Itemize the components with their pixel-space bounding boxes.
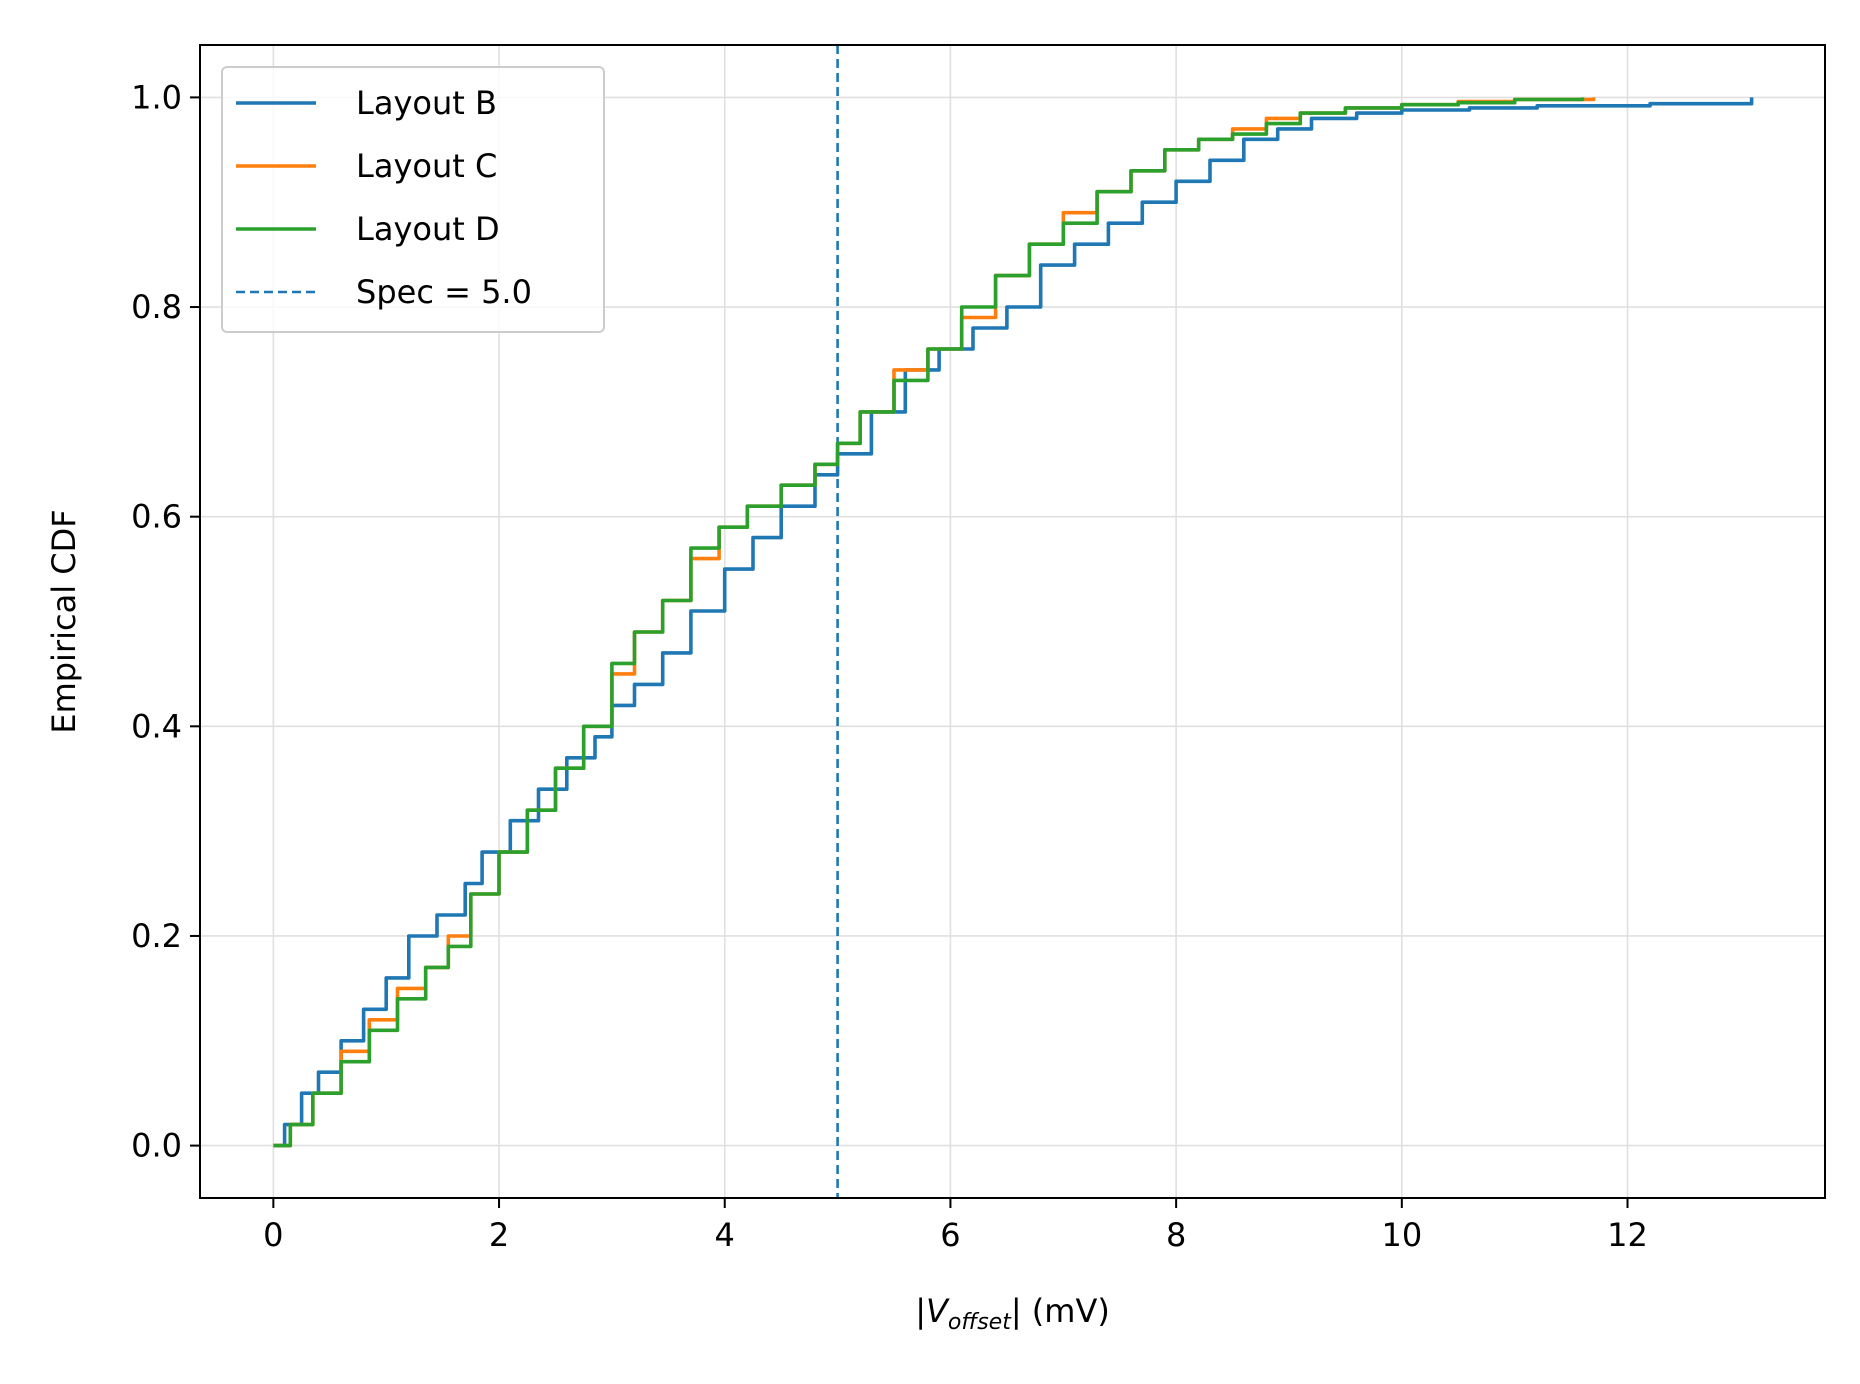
x-tick-label: 2	[489, 1216, 509, 1254]
legend-items: Layout B Layout C Layout D Spec = 5.0	[236, 84, 532, 311]
x-axis-label-prefix: |	[915, 1292, 926, 1330]
y-tick-label: 1.0	[131, 78, 182, 116]
legend-label: Layout B	[356, 84, 497, 122]
x-tick-label: 8	[1166, 1216, 1186, 1254]
y-tick-label: 0.8	[131, 288, 182, 326]
series-line-3	[273, 97, 1585, 1148]
x-axis-label-variable: V	[926, 1292, 950, 1330]
y-tick-label: 0.6	[131, 498, 182, 536]
series-layer	[273, 97, 1754, 1148]
legend-label: Spec = 5.0	[356, 273, 532, 311]
x-tick-label: 12	[1607, 1216, 1648, 1254]
y-axis-ticks: 0.0 0.2 0.4 0.6 0.8 1.0	[131, 78, 200, 1165]
legend-label: Layout D	[356, 210, 500, 248]
y-tick-label: 0.4	[131, 707, 182, 745]
x-axis-label: |Voffset| (mV)	[915, 1292, 1110, 1335]
x-tick-label: 6	[940, 1216, 960, 1254]
x-tick-label: 0	[263, 1216, 283, 1254]
legend: Layout B Layout C Layout D Spec = 5.0	[221, 66, 605, 333]
legend-label: Layout C	[356, 147, 497, 185]
y-tick-label: 0.2	[131, 917, 182, 955]
x-axis-label-suffix: | (mV)	[1011, 1292, 1110, 1330]
y-tick-label: 0.0	[131, 1127, 182, 1165]
x-axis-ticks: 0 2 4 6 8 10 12	[263, 1198, 1648, 1254]
legend-frame	[221, 66, 605, 333]
x-tick-label: 10	[1381, 1216, 1422, 1254]
plot-frame	[199, 44, 1826, 1199]
x-axis-label-subscript: offset	[948, 1310, 1012, 1335]
y-axis-label: Empirical CDF	[45, 509, 83, 733]
x-tick-label: 4	[715, 1216, 735, 1254]
series-line-1	[273, 97, 1754, 1148]
